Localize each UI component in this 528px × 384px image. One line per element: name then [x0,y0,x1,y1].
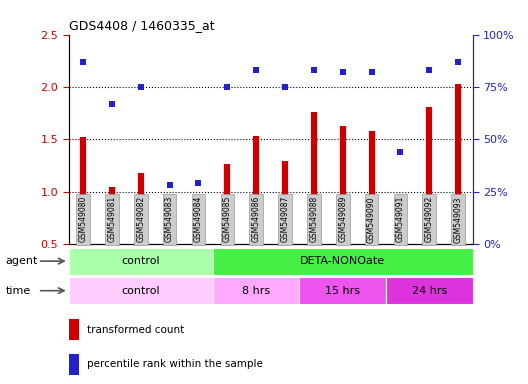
Text: 15 hrs: 15 hrs [325,286,360,296]
Text: GSM549081: GSM549081 [107,196,116,242]
Point [454,59,463,65]
Point [223,84,232,90]
Text: control: control [121,286,160,296]
Text: GSM549086: GSM549086 [252,196,261,242]
Text: GSM549080: GSM549080 [79,196,88,242]
Point [338,69,347,75]
Text: time: time [5,286,31,296]
Text: 24 hrs: 24 hrs [412,286,447,296]
Point [108,101,116,107]
Bar [69,319,79,340]
Text: GSM549088: GSM549088 [309,196,318,242]
Point [309,67,318,73]
Bar [69,277,213,304]
Text: GSM549084: GSM549084 [194,196,203,242]
Text: GSM549082: GSM549082 [136,196,145,242]
Text: transformed count: transformed count [87,325,184,335]
Text: GSM549091: GSM549091 [396,196,405,242]
Point [425,67,433,73]
Text: GSM549093: GSM549093 [454,196,463,243]
Bar [69,354,79,375]
Text: GSM549083: GSM549083 [165,196,174,242]
Bar [69,248,213,275]
Point [252,67,260,73]
Bar [213,248,473,275]
Text: DETA-NONOate: DETA-NONOate [300,256,385,266]
Text: GSM549092: GSM549092 [425,196,434,242]
Point [194,180,203,186]
Point [79,59,87,65]
Text: agent: agent [5,256,37,266]
Text: GSM549085: GSM549085 [223,196,232,242]
Point [396,149,404,155]
Text: control: control [121,256,160,266]
Text: GSM549089: GSM549089 [338,196,347,242]
Point [137,84,145,90]
Point [165,182,174,188]
Text: GSM549087: GSM549087 [280,196,289,242]
Bar [299,277,386,304]
Text: percentile rank within the sample: percentile rank within the sample [87,359,263,369]
Text: 8 hrs: 8 hrs [242,286,270,296]
Bar [213,277,299,304]
Point [281,84,289,90]
Bar [386,277,473,304]
Text: GSM549090: GSM549090 [367,196,376,243]
Text: GDS4408 / 1460335_at: GDS4408 / 1460335_at [69,19,214,32]
Point [367,69,376,75]
